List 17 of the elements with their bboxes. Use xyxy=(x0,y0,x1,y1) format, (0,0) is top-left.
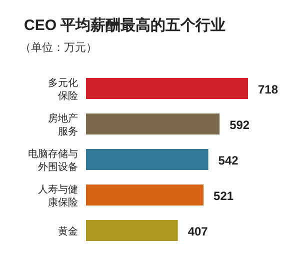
data-label: 718 xyxy=(258,82,278,96)
data-label: 592 xyxy=(230,118,250,132)
bar xyxy=(86,149,208,170)
bar xyxy=(86,184,204,206)
data-label: 542 xyxy=(218,154,239,168)
chart-title: CEO 平均薪酬最高的五个行业 xyxy=(24,16,226,34)
y-tick-label: 人寿与健康保险 xyxy=(38,184,78,208)
y-tick-label: 电脑存储与外围设备 xyxy=(28,148,78,173)
chart-subtitle: （单位：万元） xyxy=(20,41,97,54)
bar xyxy=(86,220,178,241)
y-tick-label: 房地产服务 xyxy=(48,112,78,138)
data-label: 521 xyxy=(214,189,234,203)
bar xyxy=(86,78,248,99)
y-tick-label: 多元化保险 xyxy=(48,77,78,102)
data-label: 407 xyxy=(188,224,208,238)
bar xyxy=(86,114,220,134)
y-tick-label: 黄金 xyxy=(58,226,78,238)
